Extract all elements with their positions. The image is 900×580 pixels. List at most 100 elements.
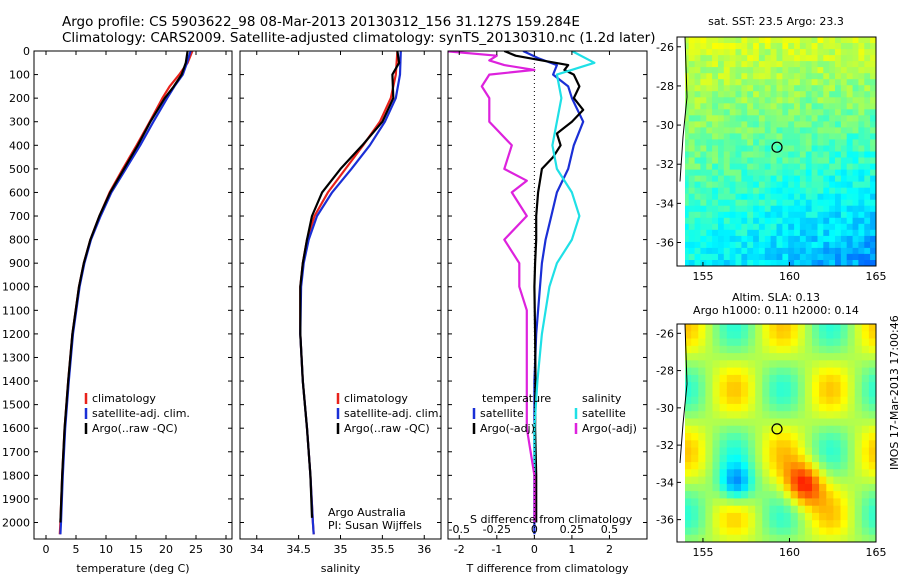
x-axis-label: T difference from climatology (466, 562, 629, 575)
series-line-2-2 (299, 51, 402, 535)
y-tick-label: 200 (9, 92, 30, 105)
map-y-tick-label: -28 (656, 80, 674, 93)
legend-entry: satellite-adj. clim. (344, 407, 442, 420)
legend-entry: climatology (92, 392, 156, 405)
legend-entry: satellite (480, 407, 524, 420)
y-tick-label: 1500 (2, 399, 30, 412)
x-tick-label: 25 (189, 543, 203, 556)
panel-2-frame (239, 50, 442, 540)
imos-credit: IMOS 17-Mar-2013 17:00:46 (888, 315, 900, 470)
x2-axis-label: S difference from climatology (470, 513, 633, 526)
map-y-tick-label: -32 (656, 439, 674, 452)
map-x-tick-label: 165 (866, 270, 887, 283)
x-axis-label: salinity (321, 562, 361, 575)
x-tick-label: 10 (99, 543, 113, 556)
x-tick-label: 30 (219, 543, 233, 556)
legend-entry: Argo(..raw -QC) (344, 422, 430, 435)
x-tick-label: 1 (568, 543, 575, 556)
y-tick-label: 1400 (2, 375, 30, 388)
series-line-1-3 (59, 51, 189, 523)
x-tick-label: 35 (334, 543, 348, 556)
legend-entry: Argo(..raw -QC) (92, 422, 178, 435)
map-y-tick-label: -26 (656, 327, 674, 340)
map-y-tick-label: -32 (656, 158, 674, 171)
map-x-tick-label: 155 (692, 270, 713, 283)
map1-title: sat. SST: 23.5 Argo: 23.3 (708, 15, 844, 28)
map-y-tick-label: -30 (656, 119, 674, 132)
x-tick-label: 2 (606, 543, 613, 556)
y-tick-label: 1000 (2, 281, 30, 294)
map-x-tick-label: 160 (779, 270, 800, 283)
legend-entry: satellite (582, 407, 626, 420)
x2-tick-label: -0.5 (449, 523, 470, 536)
y-tick-label: 1600 (2, 422, 30, 435)
land-mask (677, 324, 685, 542)
series-line-3-3 (533, 51, 596, 523)
panel-1-frame (33, 50, 233, 540)
legend-title-temperature: temperature (482, 392, 551, 405)
y-tick-label: 500 (9, 163, 30, 176)
land-mask (677, 37, 685, 266)
y-tick-label: 1700 (2, 446, 30, 459)
y-tick-label: 2000 (2, 516, 30, 529)
series-line-3-4 (448, 51, 536, 523)
y-tick-label: 1100 (2, 304, 30, 317)
y-tick-label: 800 (9, 234, 30, 247)
map-y-tick-label: -34 (656, 476, 674, 489)
map-y-tick-label: -36 (656, 237, 674, 250)
x-tick-label: 34.5 (286, 543, 311, 556)
x-tick-label: -1 (491, 543, 502, 556)
y-tick-label: 400 (9, 139, 30, 152)
map-x-tick-label: 160 (779, 546, 800, 559)
x2-tick-label: 0.5 (601, 523, 619, 536)
x2-tick-label: 0 (531, 523, 538, 536)
map-y-tick-label: -28 (656, 365, 674, 378)
coastline (679, 324, 688, 464)
x-tick-label: 20 (159, 543, 173, 556)
y-tick-label: 300 (9, 116, 30, 129)
map-frame (676, 36, 877, 267)
legend-title-salinity: salinity (582, 392, 622, 405)
argo-location-marker (771, 423, 783, 435)
map-field-1 (677, 37, 876, 266)
x-tick-label: 36 (417, 543, 431, 556)
x-tick-label: -2 (454, 543, 465, 556)
y-tick-label: 600 (9, 186, 30, 199)
legend-entry: Argo(-adj) (480, 422, 535, 435)
series-line-3-2 (503, 51, 585, 523)
series-line-1-2 (59, 51, 192, 535)
x-tick-label: 35.5 (370, 543, 395, 556)
map2-subtitle: Argo h1000: 0.11 h2000: 0.14 (693, 304, 859, 317)
panel-annotation: Argo Australia (328, 506, 406, 519)
legend-entry: Argo(-adj) (582, 422, 637, 435)
chart-title-line1: Argo profile: CS 5903622_98 08-Mar-2013 … (62, 14, 580, 30)
y-tick-label: 1800 (2, 469, 30, 482)
x-tick-label: 34 (250, 543, 264, 556)
legend-entry: satellite-adj. clim. (92, 407, 190, 420)
y-tick-label: 1200 (2, 328, 30, 341)
y-tick-label: 100 (9, 69, 30, 82)
map-field-2 (677, 324, 876, 542)
y-tick-label: 1300 (2, 351, 30, 364)
y-tick-label: 700 (9, 210, 30, 223)
series-line-2-3 (299, 51, 401, 518)
x-tick-label: 15 (129, 543, 143, 556)
map-y-tick-label: -30 (656, 402, 674, 415)
x2-tick-label: -0.25 (483, 523, 511, 536)
map-y-tick-label: -36 (656, 514, 674, 527)
x-tick-label: 0 (43, 543, 50, 556)
coastline (679, 37, 688, 182)
x-axis-label: temperature (deg C) (76, 562, 189, 575)
y-tick-label: 1900 (2, 493, 30, 506)
map-x-tick-label: 155 (692, 546, 713, 559)
map2-title: Altim. SLA: 0.13 (732, 291, 820, 304)
y-tick-label: 0 (23, 45, 30, 58)
y-tick-label: 900 (9, 257, 30, 270)
map-y-tick-label: -26 (656, 41, 674, 54)
map-y-tick-label: -34 (656, 197, 674, 210)
argo-location-marker (771, 141, 783, 153)
chart-title-line2: Climatology: CARS2009. Satellite-adjuste… (62, 30, 656, 46)
x-tick-label: 0 (531, 543, 538, 556)
x2-tick-label: 0.25 (560, 523, 585, 536)
